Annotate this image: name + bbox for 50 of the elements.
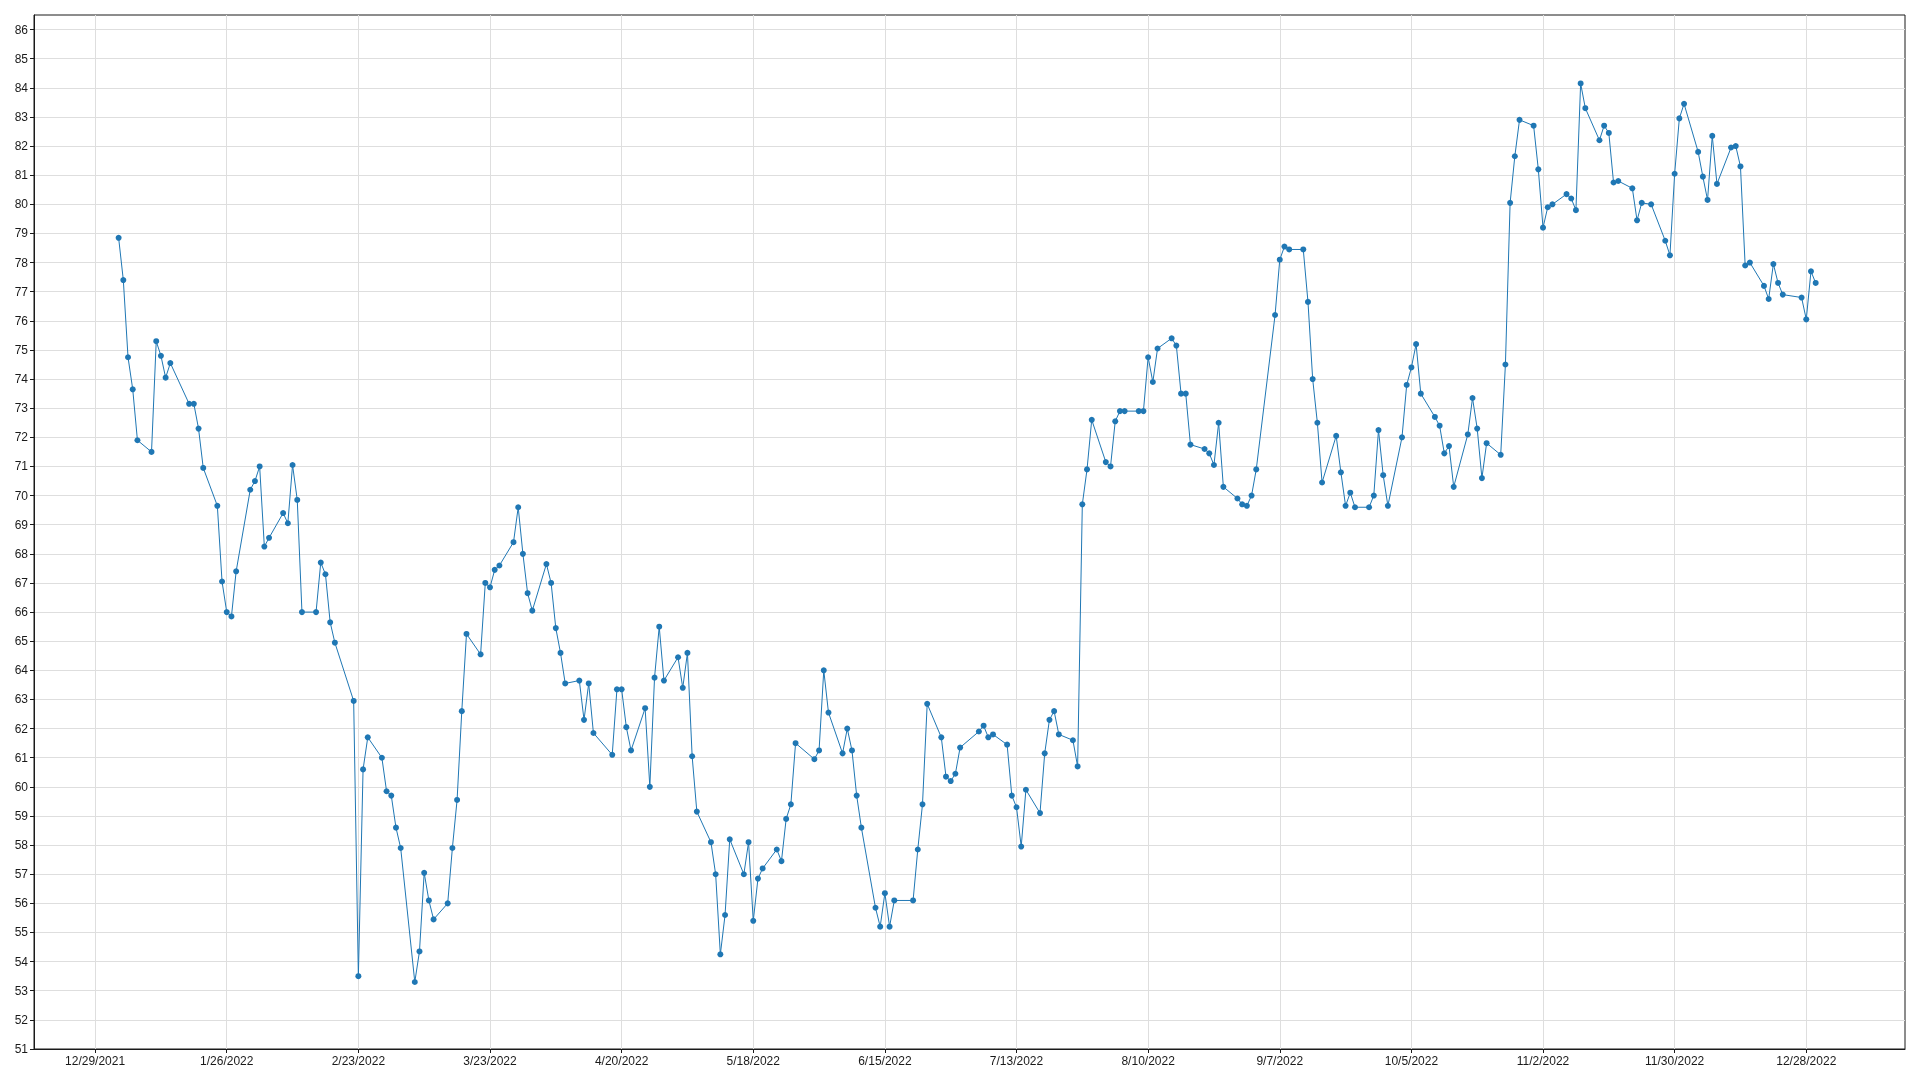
y-tick-label: 53 xyxy=(14,983,29,998)
y-tick-label: 77 xyxy=(14,284,29,299)
y-tick-label: 58 xyxy=(14,838,29,853)
y-tick-label: 86 xyxy=(14,22,29,37)
y-tick-label: 76 xyxy=(14,313,29,328)
y-tick-label: 70 xyxy=(14,488,29,503)
y-tick-label: 83 xyxy=(14,109,29,124)
y-tick-label: 65 xyxy=(14,634,29,649)
x-tick-label: 6/15/2022 xyxy=(858,1054,912,1068)
x-tick-label: 2/23/2022 xyxy=(331,1054,386,1068)
y-tick-label: 72 xyxy=(14,430,29,445)
x-tick-label: 3/23/2022 xyxy=(463,1054,518,1068)
x-tick-label: 12/28/2022 xyxy=(1776,1054,1837,1068)
y-tick-label: 84 xyxy=(14,80,29,95)
y-tick-label: 62 xyxy=(14,721,29,736)
y-tick-label: 79 xyxy=(14,226,29,241)
y-tick-label: 63 xyxy=(14,692,29,707)
y-tick-label: 69 xyxy=(14,517,29,532)
x-tick-label: 11/2/2022 xyxy=(1516,1054,1570,1068)
x-tick-label: 12/29/2021 xyxy=(65,1054,126,1068)
x-tick-label: 7/13/2022 xyxy=(989,1054,1044,1068)
y-tick-label: 81 xyxy=(14,168,29,183)
y-tick-label: 52 xyxy=(14,1012,29,1027)
y-tick-label: 51 xyxy=(14,1042,29,1056)
y-tick-label: 56 xyxy=(14,896,29,911)
x-tick-label: 10/5/2022 xyxy=(1384,1054,1439,1068)
y-tick-label: 66 xyxy=(14,605,29,620)
y-tick-label: 82 xyxy=(14,139,29,154)
y-tick-label: 74 xyxy=(14,372,29,387)
y-tick-label: 57 xyxy=(14,867,29,882)
y-tick-label: 71 xyxy=(14,459,29,474)
y-tick-label: 85 xyxy=(14,51,29,66)
y-tick-label: 54 xyxy=(14,954,29,969)
y-tick-label: 75 xyxy=(14,342,29,357)
y-tick-label: 64 xyxy=(14,663,29,678)
x-tick-label: 1/26/2022 xyxy=(200,1054,254,1068)
x-tick-label: 8/10/2022 xyxy=(1121,1054,1176,1068)
y-tick-label: 67 xyxy=(14,575,29,590)
y-tick-label: 59 xyxy=(14,808,29,823)
x-tick-label: 5/18/2022 xyxy=(726,1054,781,1068)
y-tick-label: 61 xyxy=(14,750,29,765)
y-tick-label: 55 xyxy=(14,925,29,940)
y-tick-label: 73 xyxy=(14,401,29,416)
y-tick-label: 80 xyxy=(14,197,29,212)
x-tick-label: 4/20/2022 xyxy=(594,1054,649,1068)
x-tick-label: 9/7/2022 xyxy=(1256,1054,1304,1068)
y-tick-label: 78 xyxy=(14,255,29,270)
y-tick-label: 60 xyxy=(14,779,29,794)
x-tick-label: 11/30/2022 xyxy=(1645,1054,1705,1068)
y-tick-label: 68 xyxy=(14,546,29,561)
